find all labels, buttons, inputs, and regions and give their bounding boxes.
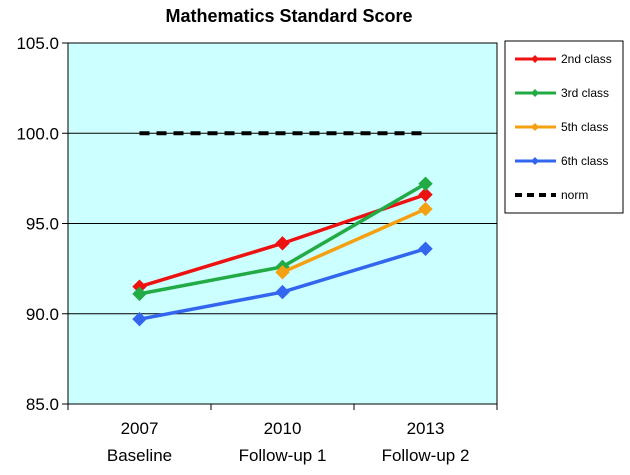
legend-label: 2nd class [561, 52, 612, 66]
x-tick-label: 2007 [121, 419, 159, 438]
chart-title: Mathematics Standard Score [165, 6, 412, 26]
x-tick-label: 2010 [264, 419, 302, 438]
legend-marker [531, 123, 539, 131]
data-point-2nd-class [418, 187, 433, 202]
data-point-5th-class [275, 265, 290, 280]
x-tick-label: 2013 [407, 419, 445, 438]
plot-border [67, 42, 498, 405]
legend-label: 6th class [561, 154, 608, 168]
legend-label: 5th class [561, 120, 608, 134]
x-tick-sublabel: Follow-up 2 [382, 446, 470, 465]
data-point-2nd-class [275, 236, 290, 251]
y-tick-label: 105.0 [16, 34, 59, 53]
data-point-3rd-class [418, 176, 433, 191]
legend-label: norm [561, 188, 588, 202]
data-point-6th-class [132, 311, 147, 327]
data-point-3rd-class [132, 286, 147, 302]
data-point-5th-class [418, 201, 433, 217]
legend-marker [531, 89, 539, 97]
y-tick-label: 85.0 [26, 395, 59, 414]
y-tick-label: 95.0 [26, 215, 59, 234]
legend-marker [531, 157, 539, 165]
x-tick-sublabel: Baseline [107, 446, 172, 465]
legend-label: 3rd class [561, 86, 609, 100]
y-tick-label: 100.0 [16, 124, 59, 143]
y-tick-label: 90.0 [26, 305, 59, 324]
data-point-6th-class [418, 241, 433, 256]
legend-marker [531, 55, 539, 63]
data-point-6th-class [275, 284, 290, 300]
x-tick-sublabel: Follow-up 1 [239, 446, 327, 465]
series-line-5th-class [281, 207, 427, 274]
